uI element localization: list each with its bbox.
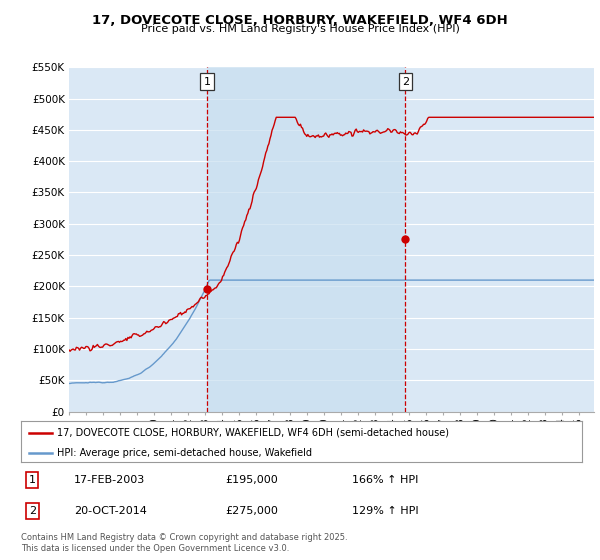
Text: £195,000: £195,000 <box>226 475 278 485</box>
Text: Price paid vs. HM Land Registry's House Price Index (HPI): Price paid vs. HM Land Registry's House … <box>140 24 460 34</box>
Text: Contains HM Land Registry data © Crown copyright and database right 2025.
This d: Contains HM Land Registry data © Crown c… <box>21 533 347 553</box>
Text: 17, DOVECOTE CLOSE, HORBURY, WAKEFIELD, WF4 6DH: 17, DOVECOTE CLOSE, HORBURY, WAKEFIELD, … <box>92 14 508 27</box>
Text: 2: 2 <box>401 77 409 87</box>
Text: 17-FEB-2003: 17-FEB-2003 <box>74 475 146 485</box>
Text: 2: 2 <box>29 506 36 516</box>
Text: 1: 1 <box>29 475 36 485</box>
Text: 20-OCT-2014: 20-OCT-2014 <box>74 506 147 516</box>
Text: 166% ↑ HPI: 166% ↑ HPI <box>352 475 418 485</box>
Text: £275,000: £275,000 <box>226 506 278 516</box>
Text: 1: 1 <box>203 77 211 87</box>
Text: 17, DOVECOTE CLOSE, HORBURY, WAKEFIELD, WF4 6DH (semi-detached house): 17, DOVECOTE CLOSE, HORBURY, WAKEFIELD, … <box>58 428 449 437</box>
Text: HPI: Average price, semi-detached house, Wakefield: HPI: Average price, semi-detached house,… <box>58 447 313 458</box>
Text: 129% ↑ HPI: 129% ↑ HPI <box>352 506 419 516</box>
Bar <box>207 67 405 412</box>
